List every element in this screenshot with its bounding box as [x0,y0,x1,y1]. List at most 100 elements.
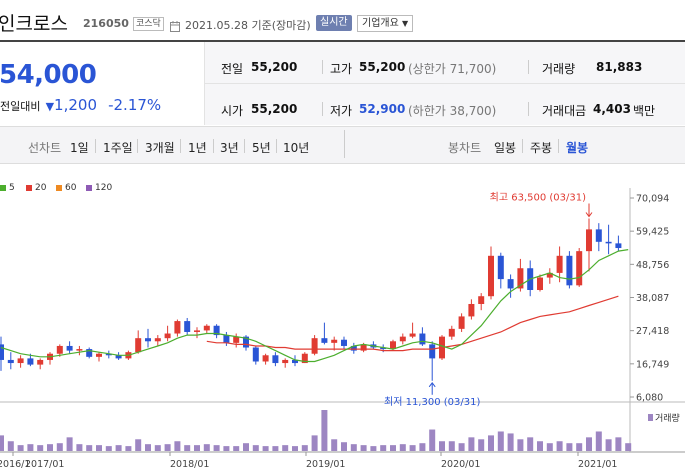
company-info-button[interactable]: 기업개요 ▼ [357,15,414,32]
volume-bar [390,445,396,451]
volume-bar [468,437,475,451]
volume-bar [507,433,514,451]
tab-period-5y[interactable]: 5년 [252,141,271,155]
tab-line-chart[interactable]: 선차트 [28,141,62,155]
candle-down [272,355,279,364]
stat-separator [528,102,529,116]
legend-swatch [0,184,6,191]
volume-bar [321,410,328,451]
volume-legend-swatch [648,414,653,421]
volume-bar [311,435,318,451]
tab-separator [522,139,523,153]
volume-bar [605,439,612,451]
volume-bar [145,444,151,451]
amount-unit: 백만 [633,104,656,118]
tab-period-3y[interactable]: 3년 [220,141,239,155]
candle-up [164,333,171,339]
candle-up [488,255,494,297]
open-value: 55,200 [251,102,298,116]
candle-down [566,255,573,286]
volume-bar [380,445,387,451]
candle-down [86,349,93,357]
volume-bar [164,444,171,451]
volume-bar [56,443,63,451]
market-badge: 코스닥 [133,17,164,31]
tab-separator [95,139,96,153]
candle-up [174,321,181,334]
candle-up [546,272,553,278]
calendar-icon [170,17,180,32]
y-tick-label: 27,418 [636,326,669,337]
volume-bar [331,439,338,451]
volume-label: 거래량 [542,62,576,76]
stock-code: 216050 [83,17,129,30]
volume-bar [47,444,53,451]
min-arrow-head [428,381,436,388]
volume-bar [96,445,102,451]
tab-separator [213,139,214,153]
candle-up [37,359,44,365]
candle-down [595,229,602,242]
min-annotation: 최저 11,300 (03/31) [384,396,480,408]
volume-bar [586,437,592,451]
high-value: 55,200 [359,60,406,74]
volume-bar [409,445,416,451]
candle-down [184,321,191,332]
open-label: 시가 [221,104,244,118]
volume-bar [203,444,210,451]
candlestick-chart[interactable]: 거래량 70,094 59,425 48,756 38,087 27,418 16,749… [0,172,685,472]
tab-period-1d[interactable]: 1일 [70,141,89,155]
change-row: 전일대비 ▼1,200 -2.17% [0,95,161,114]
candle-down [252,347,259,362]
volume-bar [419,443,426,451]
stock-name: 인크로스 [0,13,68,35]
candle-down [341,339,347,346]
volume-bar [341,442,347,451]
x-tick-label: 2016/1 [0,459,30,470]
tab-period-1y[interactable]: 1년 [188,141,207,155]
volume-bar [370,446,377,451]
candle-up [17,358,24,364]
y-tick-label: 6,080 [636,393,663,404]
candle-down [115,355,122,359]
ma5-line [0,249,629,363]
candle-down [419,333,426,345]
volume-bar [115,445,122,451]
candle-down [605,241,612,244]
realtime-button[interactable]: 실시간 [316,15,352,31]
tab-separator [137,139,138,153]
low-label: 저가 [330,104,353,118]
stat-separator [322,102,323,116]
volume-bar [243,443,249,451]
price-box: 54,000 전일대비 ▼1,200 -2.17% [0,42,204,125]
max-arrow-head [585,212,593,218]
amount-value: 4,403 [593,102,631,116]
volume-bar [566,443,573,451]
legend-label: 120 [95,183,113,193]
legend-ma60: 60 [56,183,76,193]
legend-ma5: 5 [0,183,15,193]
stats-divider [204,83,685,84]
tab-period-10y[interactable]: 10년 [283,141,310,155]
tab-period-1w[interactable]: 1주일 [103,141,133,155]
volume-bar [527,437,534,451]
x-tick-label: 2018/01 [170,459,209,470]
candle-up [262,355,269,362]
volume-bar [556,441,563,451]
x-tick-label: 2019/01 [306,459,345,470]
tab-candle-monthly[interactable]: 월봉 [566,141,589,155]
candle-down [350,345,357,351]
candle-up [311,338,318,354]
tab-period-3m[interactable]: 3개월 [145,141,175,155]
volume-bar [86,445,93,451]
tab-candle-weekly[interactable]: 주봉 [530,141,553,155]
tab-candle-chart[interactable]: 봉차트 [448,141,482,155]
max-annotation: 최고 63,500 (03/31) [490,191,586,203]
candle-up [96,353,102,357]
legend-ma120: 120 [86,183,112,193]
volume-legend-label: 거래량 [655,412,680,424]
date-text: 2021.05.28 기준(장마감) [185,19,311,32]
candle-down [497,255,504,280]
volume-bar [429,429,436,451]
tab-candle-daily[interactable]: 일봉 [494,141,517,155]
